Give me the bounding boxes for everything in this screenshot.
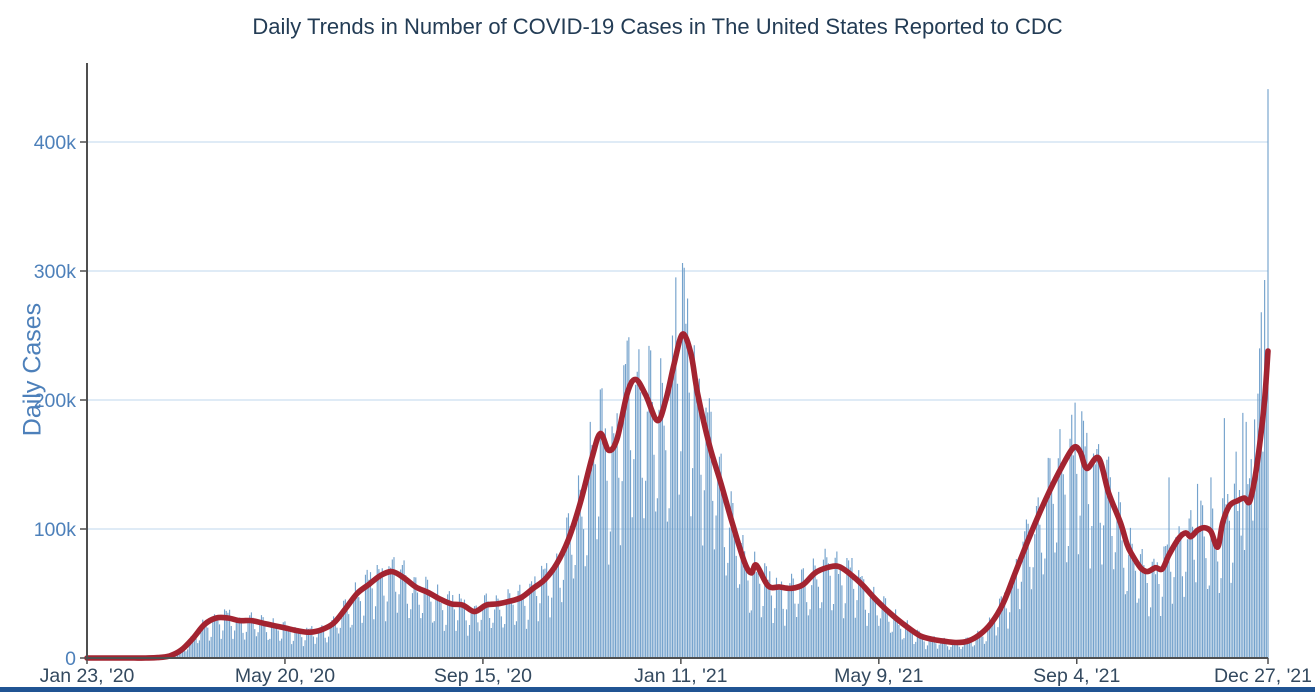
x-tick-label: May 9, '21	[834, 665, 923, 687]
x-tick-label: Sep 4, '21	[1033, 665, 1120, 687]
axes	[80, 63, 1269, 664]
y-tick-label: 400k	[34, 132, 77, 154]
daily-cases-bars[interactable]	[155, 89, 1269, 658]
chart-title: Daily Trends in Number of COVID-19 Cases…	[252, 14, 1063, 39]
x-tick-label: Jan 23, '20	[40, 665, 135, 687]
y-tick-label: 100k	[34, 519, 77, 541]
y-tick-label: 300k	[34, 261, 77, 283]
x-tick-label: Sep 15, '20	[434, 665, 532, 687]
y-tick-label: 0	[65, 648, 76, 670]
x-tick-label: May 20, '20	[235, 665, 335, 687]
y-tick-label: 200k	[34, 390, 77, 412]
footer-accent-bar	[0, 687, 1315, 692]
y-axis-tick-labels: 0 100k 200k 300k 400k	[34, 132, 77, 670]
x-tick-label: Dec 27, '21	[1214, 665, 1312, 687]
seven-day-average-line	[84, 331, 1271, 661]
x-tick-label: Jan 11, '21	[634, 665, 727, 687]
x-axis-tick-labels: Jan 23, '20 May 20, '20 Sep 15, '20 Jan 11,…	[40, 665, 1312, 687]
